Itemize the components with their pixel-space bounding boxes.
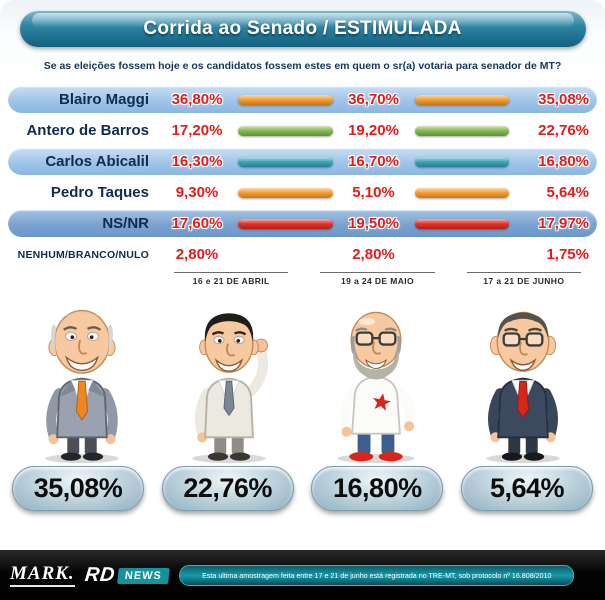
poll-value-june: 22,76%	[538, 122, 589, 139]
rdnews-logo: RD NEWS	[83, 563, 170, 587]
trend-bar	[414, 187, 509, 198]
candidate-name: Pedro Taques	[50, 184, 149, 201]
candidate-name: NENHUM/BRANCO/NULO	[17, 248, 149, 261]
person-antero-de-barros	[159, 294, 299, 464]
candidate-name: Blairo Maggi	[58, 91, 149, 108]
caricature-pedro-taques	[486, 311, 560, 464]
poll-value-april: 17,60%	[171, 215, 223, 232]
trend-bar	[238, 218, 333, 229]
date-label-may: 19 a 24 DE MAIO	[320, 272, 435, 286]
person-blairo-maggi	[12, 294, 152, 464]
trend-bar	[414, 125, 509, 136]
table-row-nenhum-branco-nulo: NENHUM/BRANCO/NULO 2,80% 2,80% 1,75%	[8, 241, 597, 268]
caricature-carlos-abicalil	[337, 311, 415, 464]
poll-value-may: 36,70%	[348, 91, 399, 108]
poll-value-april: 36,80%	[171, 91, 223, 108]
highlight-badge-antero-de-barros: 22,76%	[161, 466, 294, 511]
trend-bar	[238, 156, 333, 167]
trend-bar	[238, 125, 333, 136]
poll-value-june: 17,97%	[538, 215, 589, 232]
trend-bar	[414, 218, 509, 229]
trend-bar	[238, 94, 333, 105]
trend-bar	[238, 187, 333, 198]
candidate-name: Antero de Barros	[26, 122, 149, 139]
poll-value-june: 35,08%	[538, 91, 589, 108]
poll-results-table: Blairo Maggi 36,80% 36,70% 35,08% Antero…	[8, 86, 597, 268]
table-row-blairo-maggi: Blairo Maggi 36,80% 36,70% 35,08%	[8, 86, 597, 113]
highlight-badge-pedro-taques: 5,64%	[460, 466, 593, 511]
poll-value-april: 9,30%	[175, 184, 219, 201]
poll-value-may: 5,10%	[352, 184, 395, 201]
mark-logo: MARK.	[10, 564, 75, 587]
highlight-badge-blairo-maggi: 35,08%	[12, 466, 144, 511]
person-pedro-taques	[453, 294, 593, 464]
caricature-blairo-maggi	[45, 309, 119, 464]
page-title: Corrida ao Senado / ESTIMULADA	[143, 18, 462, 39]
table-row-ns-nr: NS/NR 17,60% 19,50% 17,97%	[8, 210, 597, 237]
trend-bar	[414, 156, 509, 167]
caricature-antero-de-barros	[192, 313, 269, 464]
table-row-pedro-taques: Pedro Taques 9,30% 5,10% 5,64%	[8, 179, 597, 206]
news-logo-text: NEWS	[116, 567, 170, 583]
table-row-antero-de-barros: Antero de Barros 17,20% 19,20% 22,76%	[8, 117, 597, 144]
rd-logo-text: RD	[83, 563, 116, 586]
poll-value-april: 17,20%	[171, 122, 223, 139]
candidate-name: NS/NR	[102, 215, 149, 232]
candidate-caricatures	[0, 286, 605, 464]
poll-value-may: 19,20%	[348, 122, 399, 139]
date-label-june: 17 a 21 DE JUNHO	[466, 272, 581, 286]
registration-note: Esta ultima amostragem feita entre 17 e …	[178, 564, 575, 586]
poll-value-april: 2,80%	[175, 246, 219, 263]
poll-value-june: 1,75%	[546, 246, 589, 263]
poll-value-may: 2,80%	[352, 246, 395, 263]
candidate-name: Carlos Abicalil	[45, 153, 149, 170]
highlight-badge-carlos-abicalil: 16,80%	[311, 466, 444, 511]
table-row-carlos-abicalil: Carlos Abicalil 16,30% 16,70% 16,80%	[8, 148, 597, 175]
poll-value-june: 16,80%	[538, 153, 589, 170]
person-carlos-abicalil	[306, 294, 446, 464]
header-banner: Corrida ao Senado / ESTIMULADA	[19, 11, 586, 47]
date-label-april: 16 e 21 DE ABRIL	[174, 272, 289, 286]
poll-value-april: 16,30%	[171, 153, 223, 170]
survey-question: Se as eleições fossem hoje e os candidat…	[43, 60, 562, 72]
survey-date-labels: 16 e 21 DE ABRIL 19 a 24 DE MAIO 17 a 21…	[158, 272, 597, 286]
trend-bar	[414, 94, 509, 105]
poll-value-may: 19,50%	[348, 215, 399, 232]
highlight-badges: 35,08% 22,76% 16,80% 5,64%	[0, 464, 605, 511]
poll-value-may: 16,70%	[348, 153, 399, 170]
footer-bar: MARK. RD NEWS Esta ultima amostragem fei…	[0, 550, 605, 600]
poll-value-june: 5,64%	[546, 184, 589, 201]
